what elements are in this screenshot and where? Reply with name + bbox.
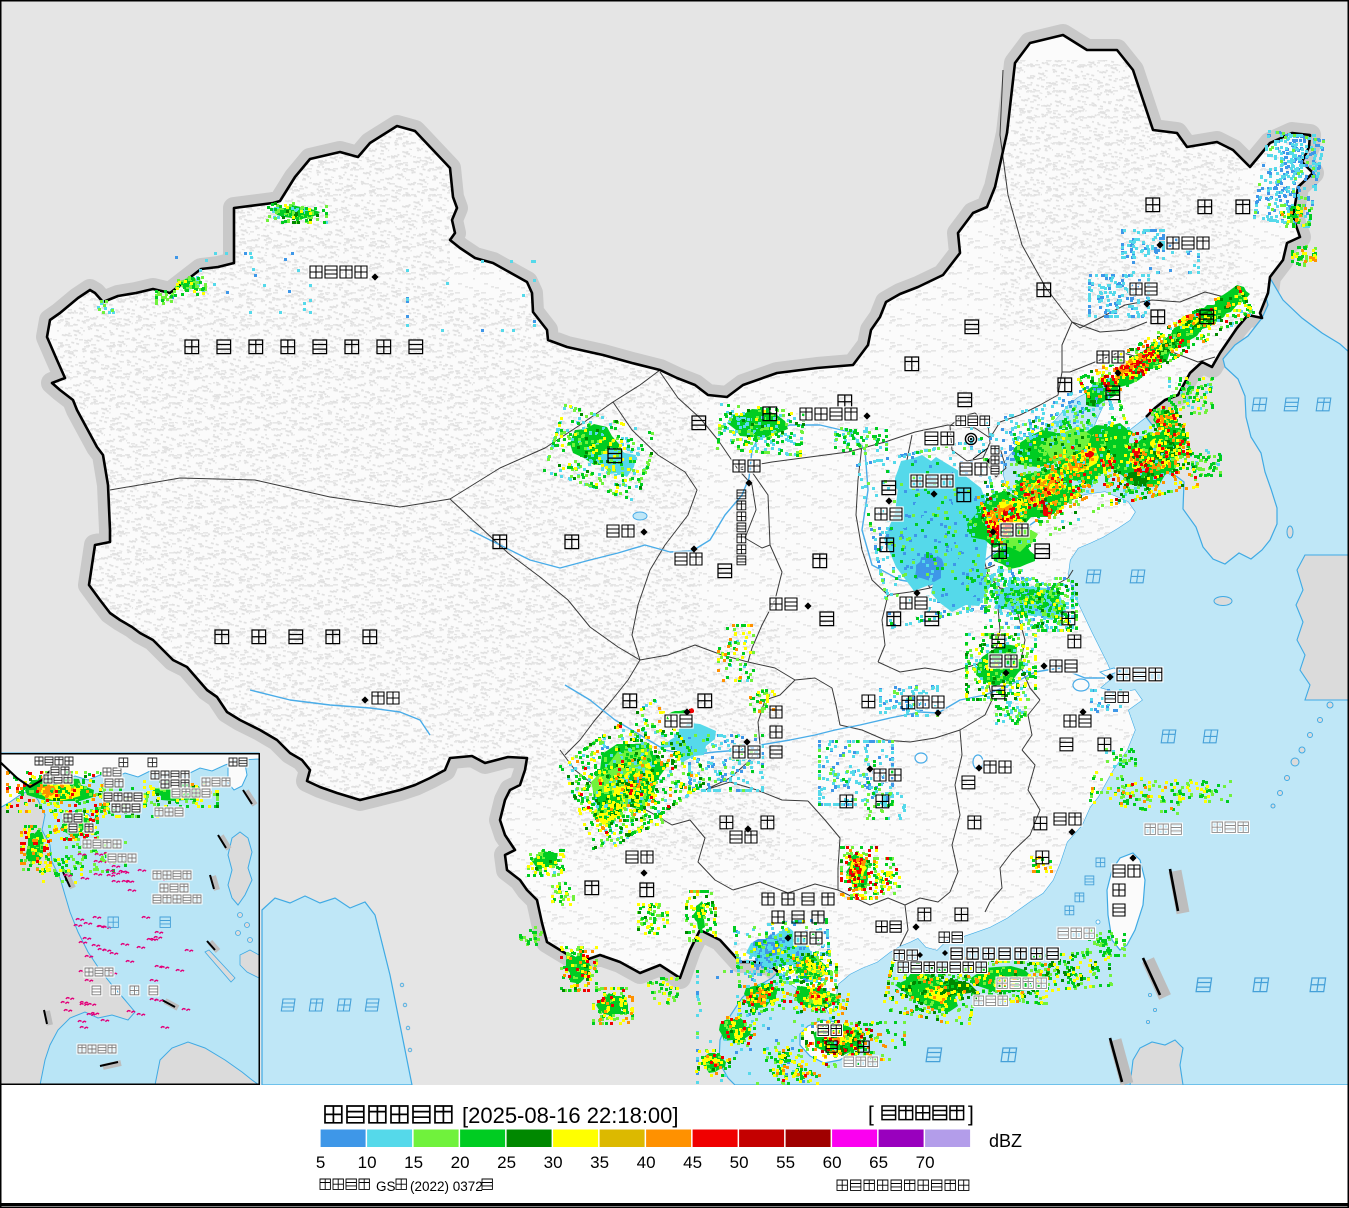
svg-text:GS: GS <box>376 1179 396 1194</box>
svg-text:55: 55 <box>776 1153 795 1172</box>
svg-text:65: 65 <box>869 1153 888 1172</box>
svg-text:10: 10 <box>358 1153 377 1172</box>
svg-text:45: 45 <box>683 1153 702 1172</box>
svg-text:40: 40 <box>637 1153 656 1172</box>
svg-text:25: 25 <box>497 1153 516 1172</box>
svg-text:(2022) 0372: (2022) 0372 <box>410 1179 483 1194</box>
svg-text:70: 70 <box>916 1153 935 1172</box>
svg-text:20: 20 <box>451 1153 470 1172</box>
svg-text:30: 30 <box>544 1153 563 1172</box>
svg-text:dBZ: dBZ <box>989 1131 1022 1151</box>
svg-text:]: ] <box>968 1103 974 1126</box>
svg-text:[: [ <box>868 1103 874 1126</box>
svg-text:60: 60 <box>823 1153 842 1172</box>
svg-text:[2025-08-16 22:18:00]: [2025-08-16 22:18:00] <box>462 1103 679 1128</box>
svg-text:15: 15 <box>404 1153 423 1172</box>
svg-text:5: 5 <box>316 1153 325 1172</box>
svg-text:35: 35 <box>590 1153 609 1172</box>
svg-text:50: 50 <box>730 1153 749 1172</box>
